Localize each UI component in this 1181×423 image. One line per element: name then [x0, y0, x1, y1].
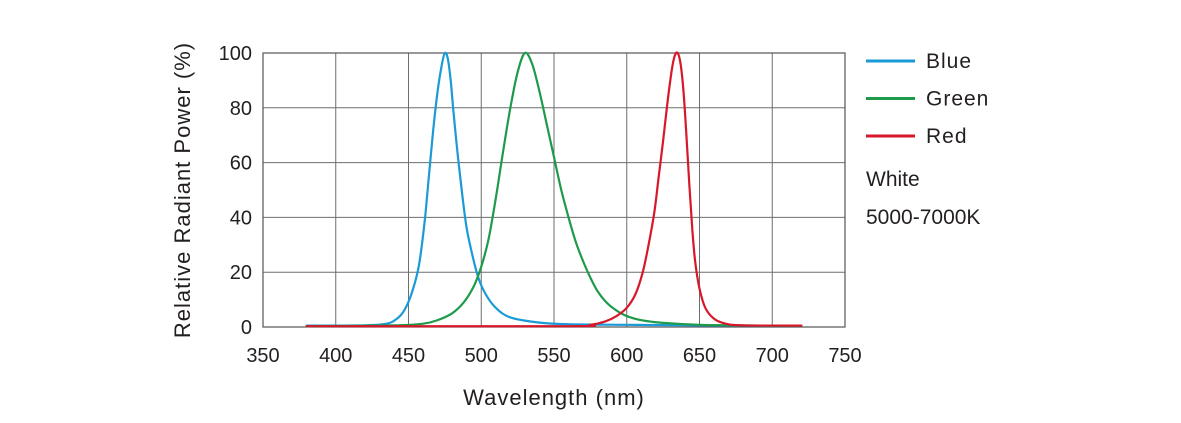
series-line-blue	[305, 51, 803, 327]
y-axis-title: Relative Radiant Power (%)	[170, 42, 195, 338]
x-tick-label: 350	[246, 345, 279, 367]
y-tick-label: 60	[230, 153, 252, 175]
legend-label-green: Green	[926, 88, 989, 111]
x-tick-label: 450	[392, 345, 425, 367]
legend: Blue Green Red	[866, 50, 989, 148]
y-tick-label: 0	[241, 317, 252, 339]
x-tick-label: 650	[683, 345, 716, 367]
y-tick-label: 80	[230, 98, 252, 120]
annotation-cct: 5000-7000K	[866, 206, 980, 229]
y-tick-label: 100	[219, 43, 252, 65]
y-tick-labels: 0 20 40 60 80 100	[219, 43, 252, 339]
x-tick-label: 600	[610, 345, 643, 367]
x-tick-label: 500	[465, 345, 498, 367]
x-tick-labels: 350 400 450 500 550 600 650 700 750	[246, 345, 861, 367]
y-tick-label: 20	[230, 262, 252, 284]
annotation-white: White	[866, 168, 920, 191]
series-layer	[305, 51, 803, 328]
legend-label-blue: Blue	[926, 50, 972, 73]
series-line-green	[305, 51, 803, 328]
legend-label-red: Red	[926, 125, 968, 148]
grid	[263, 53, 845, 327]
x-tick-label: 400	[319, 345, 352, 367]
x-axis-title: Wavelength (nm)	[463, 385, 645, 410]
y-tick-label: 40	[230, 207, 252, 229]
x-tick-label: 550	[537, 345, 570, 367]
x-tick-label: 750	[828, 345, 861, 367]
series-line-red	[305, 51, 803, 328]
x-tick-label: 700	[756, 345, 789, 367]
